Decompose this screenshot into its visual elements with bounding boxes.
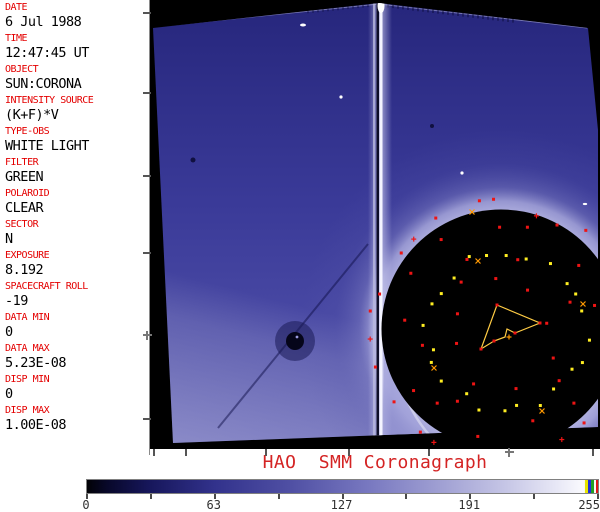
frame-tick-left xyxy=(143,252,151,254)
field-value: N xyxy=(5,231,13,247)
fiducial-plus xyxy=(143,334,152,336)
roll-arrow-annotation xyxy=(479,303,542,351)
frame-tick-left xyxy=(143,175,151,177)
field-data-max: DATA MAX 5.23E-08 xyxy=(5,343,149,374)
field-value: 8.192 xyxy=(5,262,44,278)
field-value: 0 xyxy=(5,386,13,402)
field-value: 12:47:45 UT xyxy=(5,45,89,61)
field-value: -19 xyxy=(5,293,28,309)
field-label: INTENSITY SOURCE xyxy=(5,95,94,106)
field-polaroid: POLAROID CLEAR xyxy=(5,188,149,219)
colorbar-tick xyxy=(533,494,536,499)
image-title: HAO SMM Coronagraph xyxy=(262,452,488,473)
field-filter: FILTER GREEN xyxy=(5,157,149,188)
field-label: DATA MIN xyxy=(5,312,50,323)
field-value: 0 xyxy=(5,324,13,340)
colorbar-tick xyxy=(405,494,408,499)
frame-tick-bottom xyxy=(265,449,267,456)
field-disp-min: DISP MIN 0 xyxy=(5,374,149,405)
field-disp-max: DISP MAX 1.00E-08 xyxy=(5,405,149,436)
colorbar-label: 127 xyxy=(330,498,353,512)
colorbar-tick xyxy=(277,494,280,499)
fiducial-plus xyxy=(508,448,510,457)
fiducial-dot-rings xyxy=(367,197,597,445)
field-value: WHITE LIGHT xyxy=(5,138,89,154)
colorbar-label: 63 xyxy=(206,498,221,512)
pylon-streak xyxy=(379,3,383,443)
field-label: TYPE-OBS xyxy=(5,126,50,137)
field-value: (K+F)*V xyxy=(5,107,59,123)
colorbar-tick xyxy=(597,494,599,499)
field-label: SECTOR xyxy=(5,219,39,230)
image-spots xyxy=(190,23,588,206)
frame-tick-left xyxy=(143,92,151,94)
frame-tick-bottom xyxy=(428,449,430,456)
dark-blob xyxy=(286,332,304,350)
occulting-disk xyxy=(381,209,600,449)
frame-tick-left xyxy=(143,12,151,14)
field-spacecraft-roll: SPACECRAFT ROLL -19 xyxy=(5,281,149,312)
field-value: SUN:CORONA xyxy=(5,76,82,92)
colorbar-tick xyxy=(341,494,344,499)
colorbar-tick xyxy=(86,494,88,499)
colorbar-tick xyxy=(213,494,216,499)
field-label: TIME xyxy=(5,33,28,44)
metadata-sidebar: DATE 6 Jul 1988 TIME 12:47:45 UT OBJECT … xyxy=(0,0,150,455)
field-value: GREEN xyxy=(5,169,44,185)
field-sector: SECTOR N xyxy=(5,219,149,250)
field-label: EXPOSURE xyxy=(5,250,50,261)
field-value: 5.23E-08 xyxy=(5,355,67,371)
field-label: OBJECT xyxy=(5,64,39,75)
frame-tick-bottom xyxy=(592,449,594,456)
occulter-bright-wedge xyxy=(384,305,443,443)
field-label: SPACECRAFT ROLL xyxy=(5,281,88,292)
colorbar-tick xyxy=(149,494,152,499)
field-time: TIME 12:47:45 UT xyxy=(5,33,149,64)
field-object: OBJECT SUN:CORONA xyxy=(5,64,149,95)
field-value: CLEAR xyxy=(5,200,44,216)
field-value: 1.00E-08 xyxy=(5,417,67,433)
field-label: FILTER xyxy=(5,157,39,168)
colorbar-label: 0 xyxy=(82,498,90,512)
field-label: DATA MAX xyxy=(5,343,50,354)
top-edge-comb-marks xyxy=(307,4,514,23)
field-label: DISP MAX xyxy=(5,405,50,416)
field-label: POLAROID xyxy=(5,188,50,199)
frame-tick-bottom xyxy=(185,449,187,456)
frame-tick-bottom xyxy=(348,449,350,456)
intensity-colorbar xyxy=(86,479,599,494)
field-value: 6 Jul 1988 xyxy=(5,14,82,30)
colorbar-label: 255 xyxy=(578,498,600,512)
field-date: DATE 6 Jul 1988 xyxy=(5,2,149,33)
field-label: DATE xyxy=(5,2,28,13)
fiducial-plus xyxy=(505,451,514,453)
colorbar-label: 191 xyxy=(458,498,481,512)
frame-tick-left xyxy=(143,418,151,420)
frame-tick-bottom xyxy=(153,449,155,456)
field-label: DISP MIN xyxy=(5,374,50,385)
field-exposure: EXPOSURE 8.192 xyxy=(5,250,149,281)
colorbar-tick xyxy=(469,494,472,499)
field-type-obs: TYPE-OBS WHITE LIGHT xyxy=(5,126,149,157)
fiducial-plus xyxy=(146,331,148,340)
coronagraph-image xyxy=(150,0,600,449)
roll-arrow xyxy=(479,304,542,351)
field-intensity-source: INTENSITY SOURCE (K+F)*V xyxy=(5,95,149,126)
field-data-min: DATA MIN 0 xyxy=(5,312,149,343)
